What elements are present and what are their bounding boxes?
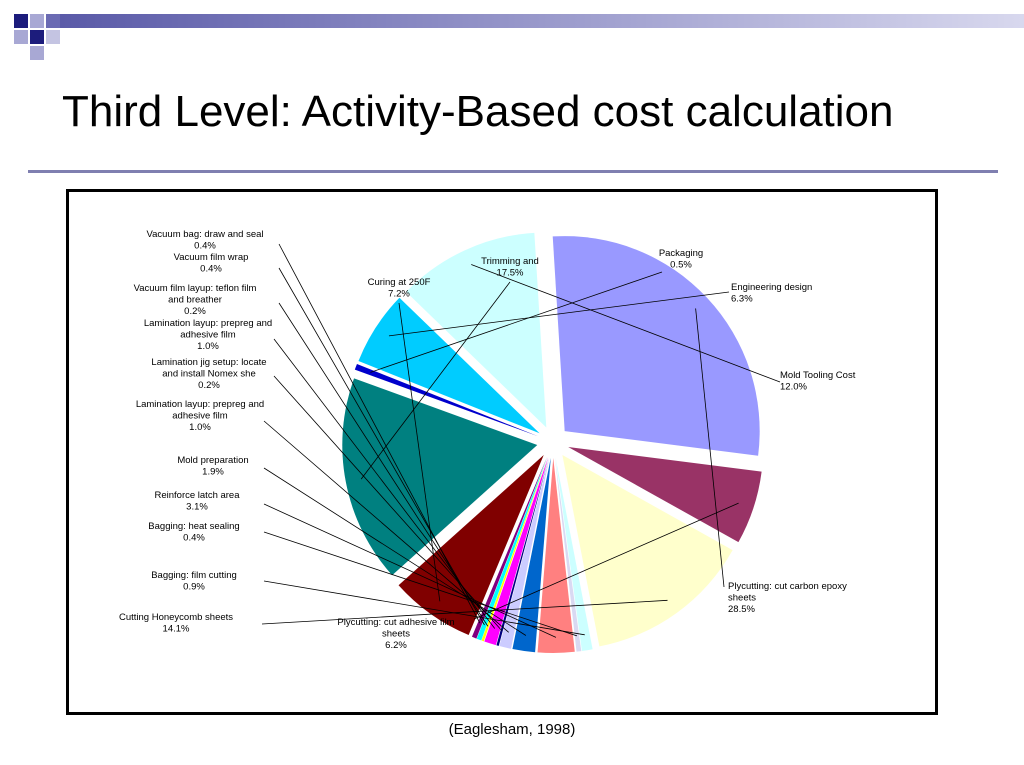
chart-frame: Packaging 0.5% Engineering design 6.3% Mold … — [66, 189, 938, 715]
pie-slice — [552, 236, 760, 456]
leader-line — [263, 467, 527, 636]
leader-line — [370, 271, 663, 373]
leader-line — [360, 281, 511, 480]
slice-label: Cutting Honeycomb sheets 14.1% — [119, 612, 233, 635]
pie-slice — [476, 456, 548, 641]
slice-label: Bagging: heat sealing 0.4% — [148, 521, 239, 544]
corner-square-mid — [46, 14, 60, 28]
leader-line — [263, 503, 557, 638]
leader-line — [263, 531, 578, 637]
leader-line — [471, 264, 781, 383]
pie-slice — [342, 378, 538, 576]
leader-line — [473, 502, 739, 620]
pie-slice — [555, 457, 593, 652]
slice-label: Packaging 0.5% — [659, 248, 703, 271]
source-citation: (Eaglesham, 1998) — [448, 721, 576, 738]
slide-title: Third Level: Activity-Based cost calcula… — [62, 87, 894, 136]
slice-label: Plycutting: cut adhesive film sheets 6.2% — [337, 617, 454, 651]
slice-label: Lamination layup: prepreg and adhesive fi… — [144, 318, 272, 352]
leader-line — [261, 599, 668, 625]
pie-slice — [358, 297, 540, 434]
title-rule — [28, 170, 998, 173]
slice-label: Curing at 250F 7.2% — [368, 277, 431, 300]
pie-slice — [554, 457, 582, 652]
pie-slice — [537, 457, 575, 653]
slice-label: Bagging: film cutting 0.9% — [151, 570, 237, 593]
slice-label: Plycutting: cut carbon epoxy sheets 28.5% — [728, 581, 847, 615]
slice-label: Lamination layup: prepreg and adhesive fi… — [136, 399, 264, 433]
slice-label: Lamination jig setup: locate and install … — [151, 357, 266, 391]
leader-line — [695, 308, 725, 588]
pie-slice — [354, 363, 539, 437]
corner-square-navy — [14, 14, 28, 28]
corner-square-light — [46, 30, 60, 44]
header-bar — [60, 14, 1024, 28]
leader-line — [278, 267, 485, 626]
pie-slice — [568, 447, 762, 543]
corner-square-light — [30, 46, 44, 60]
slice-label: Mold preparation 1.9% — [177, 455, 248, 478]
slice-label: Vacuum film wrap 0.4% — [174, 252, 249, 275]
pie-slice — [562, 454, 733, 647]
pie-slice — [484, 457, 549, 646]
leader-line — [388, 291, 730, 337]
pie-slice — [406, 232, 547, 428]
slice-label: Engineering design 6.3% — [731, 282, 812, 305]
leader-line — [263, 420, 509, 633]
pie-slice — [499, 457, 550, 649]
slice-label: Vacuum film layup: teflon film and breath… — [134, 283, 257, 317]
leader-line — [398, 302, 441, 602]
slice-label: Reinforce latch area 3.1% — [154, 490, 240, 513]
slice-label: Mold Tooling Cost 12.0% — [780, 370, 856, 393]
pie-slice — [512, 457, 551, 653]
corner-square-light — [14, 30, 28, 44]
corner-square-navy — [30, 30, 44, 44]
pie-slice — [481, 457, 548, 642]
leader-line — [278, 243, 481, 624]
pie-slice — [496, 457, 549, 646]
corner-square-light — [30, 14, 44, 28]
pie-slice — [398, 455, 544, 636]
slice-label: Vacuum bag: draw and seal 0.4% — [146, 229, 263, 252]
pie-chart: Packaging 0.5% Engineering design 6.3% Mold … — [119, 229, 856, 653]
pie-slice — [471, 456, 548, 639]
slice-label: Trimming and 17.5% — [481, 256, 539, 279]
